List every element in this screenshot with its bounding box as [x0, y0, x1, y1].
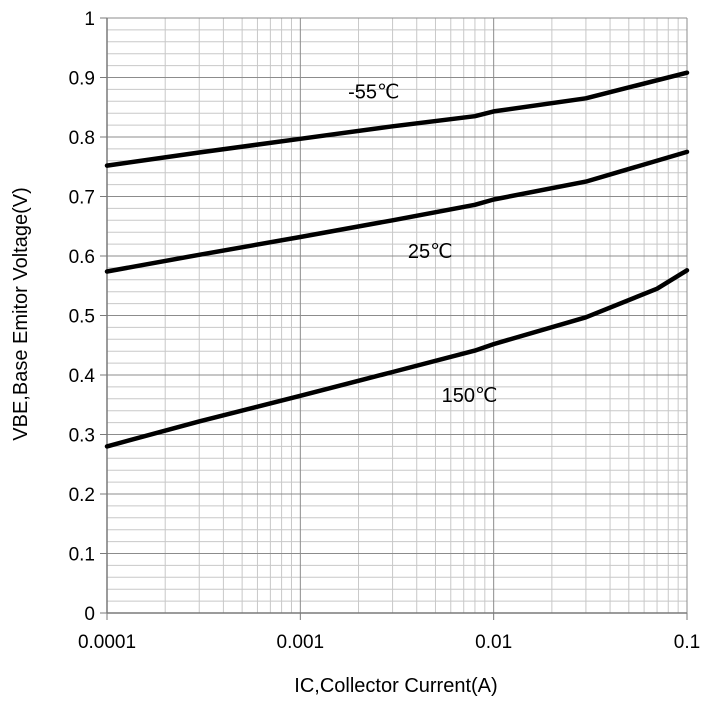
series-line-1 [104, 149, 690, 274]
y-tick-label: 0.7 [69, 188, 95, 209]
series-label-2: 150℃ [442, 385, 498, 407]
x-tick-label: 0.001 [277, 632, 325, 653]
grid [106, 17, 688, 614]
y-tick-label: 0.6 [69, 247, 95, 268]
x-tick-label: 0.01 [475, 632, 512, 653]
x-tick-label: 0.1 [674, 632, 700, 653]
y-axis-title: VBE,Base Emitor Voltage(V) [10, 187, 32, 440]
y-tick-label: 0.8 [69, 128, 95, 149]
series-layer [104, 70, 690, 449]
x-axis-title: IC,Collector Current(A) [294, 675, 497, 697]
ticks-layer: 0 0.1 0.2 0.3 0.4 0.5 0.6 0.7 0.8 0.9 1 0.0001 0.001… [69, 9, 701, 653]
x-tick-label: 0.0001 [78, 632, 136, 653]
series-line-0 [104, 70, 690, 168]
series-label-0: -55℃ [348, 81, 399, 103]
y-tick-label: 0 [84, 604, 95, 625]
y-tick-label: 0.3 [69, 426, 95, 447]
labels-layer: -55℃ 25℃ 150℃ [348, 81, 497, 406]
series-label-1: 25℃ [408, 241, 453, 263]
y-tick-label: 1 [84, 9, 95, 30]
y-tick-label: 0.4 [69, 366, 96, 387]
y-tick-label: 0.5 [69, 307, 95, 328]
y-tick-label: 0.9 [69, 69, 95, 90]
y-tick-label: 0.2 [69, 485, 95, 506]
series-line-2 [104, 268, 690, 449]
y-tick-label: 0.1 [69, 545, 95, 566]
